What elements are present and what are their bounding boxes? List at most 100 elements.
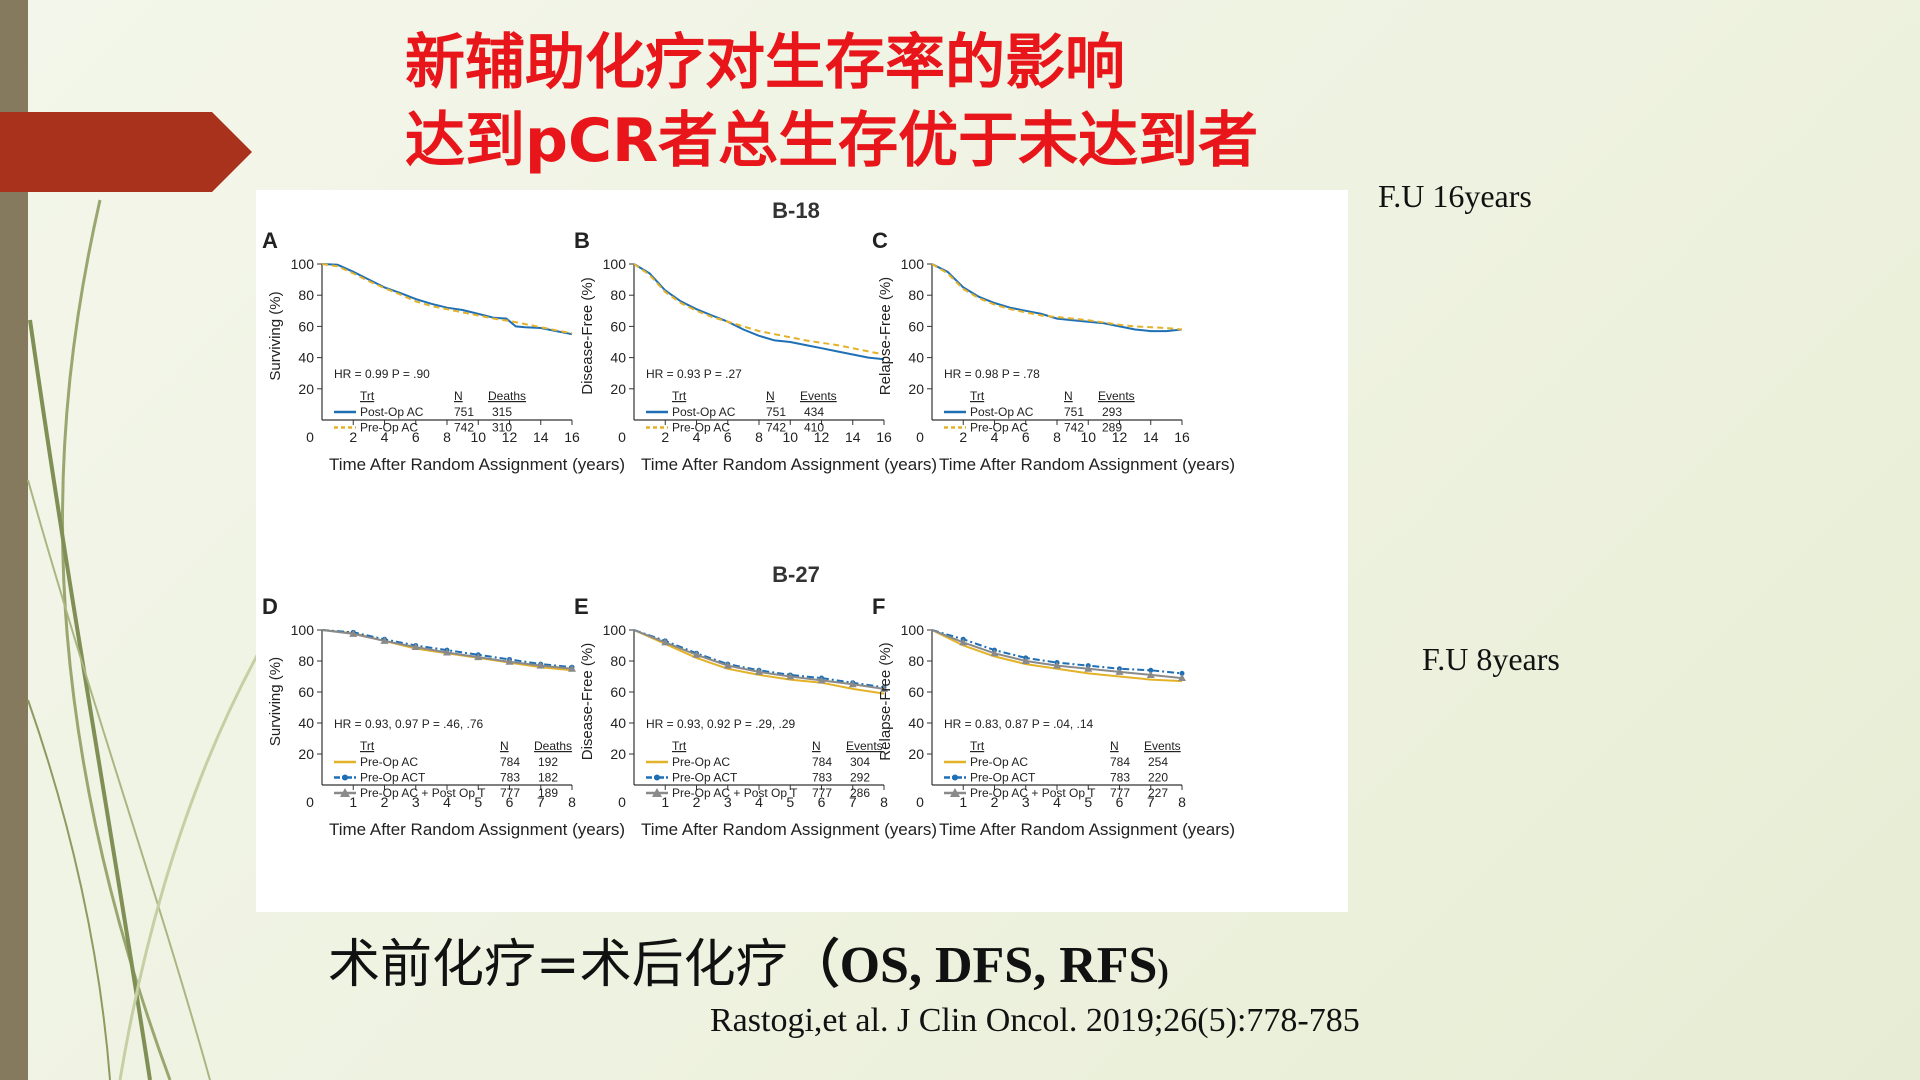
trial-label-b18: B-18 xyxy=(772,198,820,223)
citation: Rastogi,et al. J Clin Oncol. 2019;26(5):… xyxy=(710,1002,1360,1039)
x-tick-label-b-16: 16 xyxy=(876,429,892,445)
legend-name-d-0: Pre-Op AC xyxy=(360,755,418,769)
panel-letter-f: F xyxy=(872,594,885,619)
y-tick-label-c-100: 100 xyxy=(901,256,925,272)
series-point-f-2-6 xyxy=(1115,667,1124,675)
series-point-e-2-6 xyxy=(817,676,826,684)
y-tick-label-e-100: 100 xyxy=(603,622,627,638)
legend-n-d-0: 784 xyxy=(500,755,520,769)
x-tick-label-f-3: 3 xyxy=(1022,794,1030,810)
legend-marker-f-1 xyxy=(952,774,958,781)
legend-n-b-1: 742 xyxy=(766,421,786,435)
y-tick-label-f-40: 40 xyxy=(908,715,924,731)
legend-name-e-0: Pre-Op AC xyxy=(672,755,730,769)
x-tick-label-b-6: 6 xyxy=(724,429,732,445)
legend-count-b-0: 434 xyxy=(804,405,824,419)
y-tick-label-d-100: 100 xyxy=(291,622,315,638)
x-tick-label-f-0: 0 xyxy=(916,794,924,810)
x-tick-label-d-2: 2 xyxy=(381,794,389,810)
x-tick-label-a-10: 10 xyxy=(470,429,486,445)
series-line-e-0 xyxy=(633,629,885,695)
x-tick-label-b-10: 10 xyxy=(782,429,798,445)
legend-count-e-2: 286 xyxy=(850,786,870,800)
series-point-f-2-4 xyxy=(1053,661,1061,669)
legend-name-d-1: Pre-Op ACT xyxy=(360,771,426,785)
series-line-a-0 xyxy=(321,263,573,336)
series-point-d-2-2 xyxy=(380,636,389,644)
x-tick-label-d-7: 7 xyxy=(537,794,545,810)
legend-count-b-1: 410 xyxy=(804,421,824,435)
x-tick-label-e-2: 2 xyxy=(693,794,701,810)
legend-count-e-1: 292 xyxy=(850,771,870,785)
x-axis-label-e: Time After Random Assignment (years) xyxy=(641,820,937,839)
panel-letter-c: C xyxy=(872,228,888,253)
y-tick-label-f-80: 80 xyxy=(908,653,924,669)
legend-header-n-c: N xyxy=(1064,389,1073,403)
x-tick-label-c-16: 16 xyxy=(1174,429,1190,445)
legend-name-f-2: Pre-Op AC + Post Op T xyxy=(970,786,1096,800)
x-tick-label-b-8: 8 xyxy=(755,429,763,445)
x-tick-label-d-6: 6 xyxy=(506,794,514,810)
survival-figure: B-18 B-27 A 20 40 60 80 100 0 2 4 6 8 10 12 14 16 Time … xyxy=(256,190,1348,912)
x-tick-label-a-2: 2 xyxy=(349,429,357,445)
legend-n-e-0: 784 xyxy=(812,755,832,769)
title-line-2: 达到pCR者总生存优于未达到者 xyxy=(405,106,1259,176)
series-point-e-2-8 xyxy=(880,684,888,692)
x-tick-label-d-3: 3 xyxy=(412,794,420,810)
y-tick-label-d-80: 80 xyxy=(298,653,314,669)
x-tick-label-b-0: 0 xyxy=(618,429,626,445)
stats-text-d: HR = 0.93, 0.97 P = .46, .76 xyxy=(334,717,484,731)
x-tick-label-a-0: 0 xyxy=(306,429,314,445)
x-tick-label-c-12: 12 xyxy=(1112,429,1128,445)
x-tick-label-d-0: 0 xyxy=(306,794,314,810)
x-tick-label-e-6: 6 xyxy=(818,794,826,810)
series-point-f-2-2 xyxy=(990,649,999,657)
legend-count-a-0: 315 xyxy=(492,405,512,419)
y-axis-label-c: Relapse-Free (%) xyxy=(877,277,894,395)
series-line-e-1 xyxy=(633,629,885,689)
y-tick-label-c-20: 20 xyxy=(908,381,924,397)
legend-marker-f-2 xyxy=(950,788,960,797)
legend-marker-e-2 xyxy=(652,788,662,797)
y-axis-label-b: Disease-Free (%) xyxy=(579,277,596,395)
x-tick-label-a-14: 14 xyxy=(533,429,549,445)
legend-header-count-b: Events xyxy=(800,389,837,403)
y-tick-label-e-20: 20 xyxy=(610,746,626,762)
legend-n-b-0: 751 xyxy=(766,405,786,419)
y-axis-label-f: Relapse-Free (%) xyxy=(877,642,894,760)
x-tick-label-d-4: 4 xyxy=(443,794,451,810)
y-tick-label-a-100: 100 xyxy=(291,256,315,272)
y-tick-label-f-20: 20 xyxy=(908,746,924,762)
conclusion-text: 术前化疗=术后化疗（OS, DFS, RFS) xyxy=(328,922,1169,997)
x-tick-label-b-4: 4 xyxy=(693,429,701,445)
x-axis-label-c: Time After Random Assignment (years) xyxy=(939,455,1235,474)
x-tick-label-d-5: 5 xyxy=(474,794,482,810)
legend-header-count-c: Events xyxy=(1098,389,1135,403)
legend-header-trt-d: Trt xyxy=(360,739,375,753)
series-point-e-2-5 xyxy=(786,672,795,680)
x-tick-label-c-2: 2 xyxy=(959,429,967,445)
x-axis-label-b: Time After Random Assignment (years) xyxy=(641,455,937,474)
y-axis-label-a: Surviving (%) xyxy=(267,291,284,380)
x-tick-label-e-3: 3 xyxy=(724,794,732,810)
x-tick-label-d-8: 8 xyxy=(568,794,576,810)
legend-count-f-1: 220 xyxy=(1148,771,1168,785)
stats-text-f: HR = 0.83, 0.87 P = .04, .14 xyxy=(944,717,1094,731)
legend-count-d-0: 192 xyxy=(538,755,558,769)
series-point-d-2-6 xyxy=(505,657,514,665)
legend-header-n-e: N xyxy=(812,739,821,753)
x-tick-label-f-6: 6 xyxy=(1116,794,1124,810)
x-tick-label-f-2: 2 xyxy=(991,794,999,810)
x-axis-label-f: Time After Random Assignment (years) xyxy=(939,820,1235,839)
series-point-f-2-3 xyxy=(1021,657,1030,664)
x-axis-label-a: Time After Random Assignment (years) xyxy=(329,455,625,474)
legend-header-count-d: Deaths xyxy=(534,739,572,753)
legend-name-c-1: Pre-Op AC xyxy=(970,421,1028,435)
x-tick-label-c-8: 8 xyxy=(1053,429,1061,445)
legend-name-a-1: Pre-Op AC xyxy=(360,421,418,435)
series-line-b-0 xyxy=(633,263,885,361)
follow-up-8-years: F.U 8years xyxy=(1422,641,1560,677)
title-line-1: 新辅助化疗对生存率的影响 xyxy=(405,28,1125,98)
title-arrow-tab xyxy=(0,112,252,192)
series-point-f-1-7 xyxy=(1148,667,1154,673)
